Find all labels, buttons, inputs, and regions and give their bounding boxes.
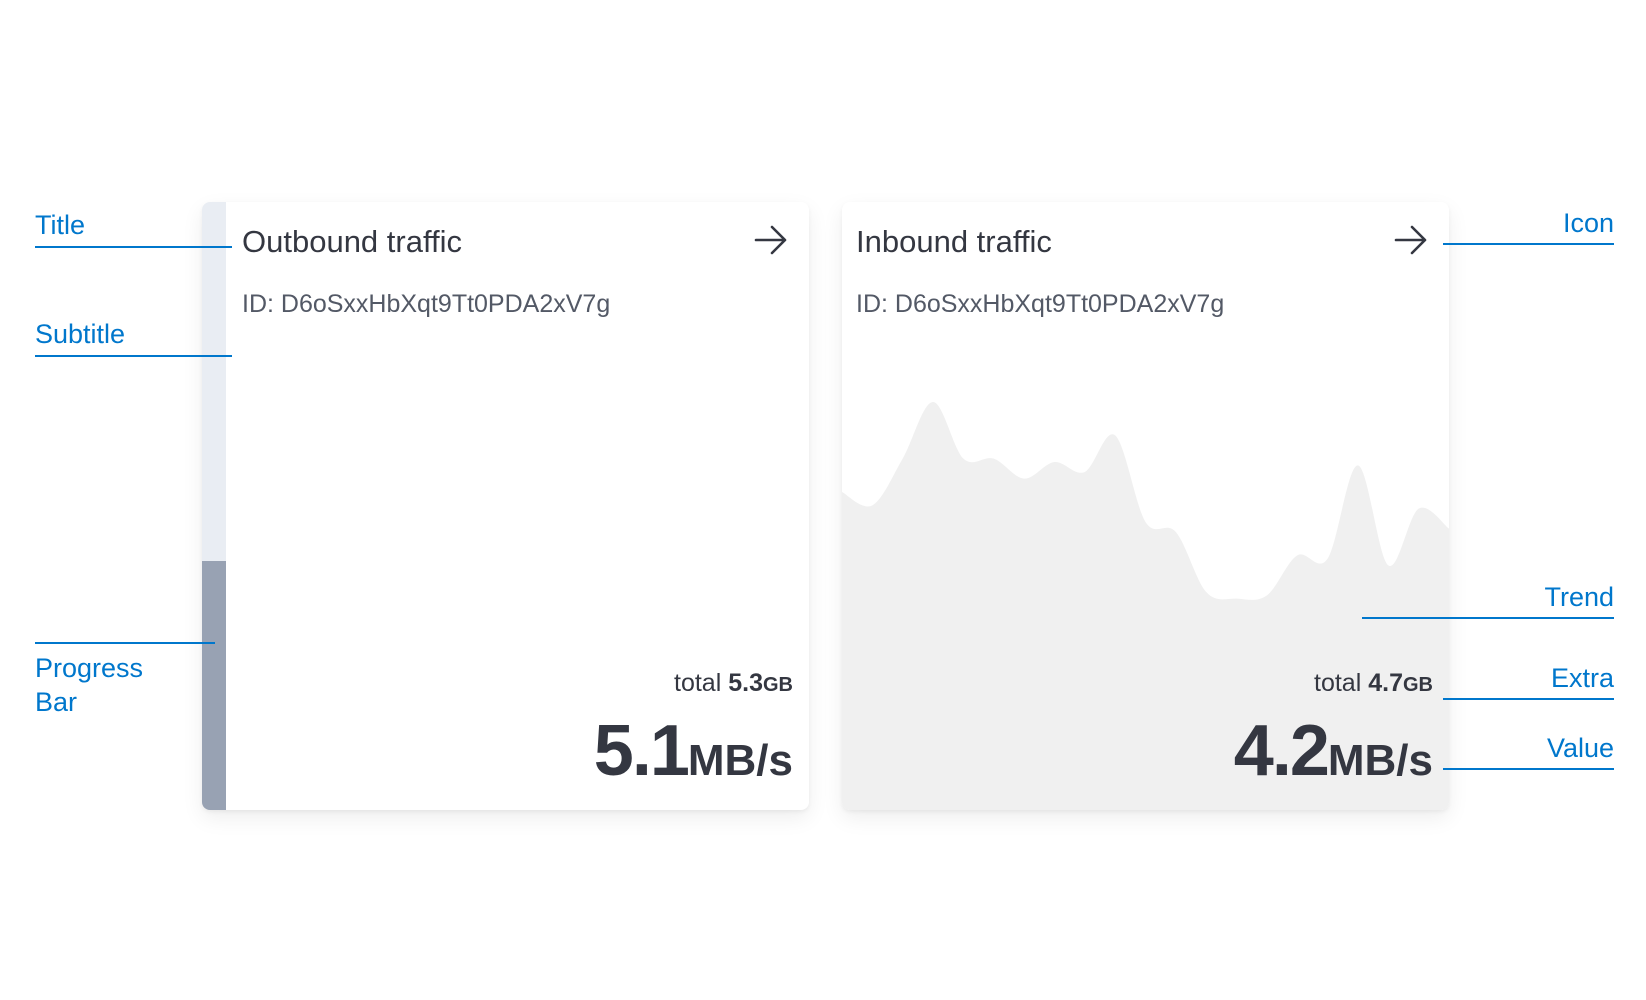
arrow-right-icon[interactable]: [1393, 222, 1429, 258]
trend-area: [842, 402, 1449, 810]
progress-bar-fill: [202, 560, 226, 810]
annotation-extra-line: [1443, 698, 1614, 700]
arrow-right-icon[interactable]: [753, 222, 789, 258]
outbound-traffic-card[interactable]: Outbound traffic ID: D6oSxxHbXqt9Tt0PDA2…: [202, 202, 809, 810]
annotation-title: Title: [35, 210, 86, 240]
card-title: Outbound traffic: [242, 224, 463, 259]
annotation-icon-line: [1443, 243, 1614, 245]
annotation-progress-bar: Progress Bar: [35, 653, 144, 717]
trend-sparkline: [842, 402, 1449, 810]
card-value: 4.2MB/s: [1233, 711, 1433, 791]
annotation-extra: Extra: [1550, 663, 1614, 693]
annotation-progress-line: [35, 642, 215, 644]
card-value: 5.1MB/s: [593, 711, 793, 791]
annotation-trend: Trend: [1544, 582, 1614, 612]
annotation-title-line: [35, 246, 232, 248]
card-title: Inbound traffic: [856, 224, 1052, 259]
annotation-icon: Icon: [1562, 208, 1614, 238]
card-subtitle: ID: D6oSxxHbXqt9Tt0PDA2xV7g: [242, 290, 611, 318]
progress-bar: [202, 202, 226, 810]
annotation-value-line: [1443, 768, 1614, 770]
inbound-traffic-card[interactable]: Inbound traffic ID: D6oSxxHbXqt9Tt0PDA2x…: [842, 202, 1449, 810]
card-subtitle: ID: D6oSxxHbXqt9Tt0PDA2xV7g: [856, 290, 1225, 318]
card-extra: total 4.7GB: [1314, 669, 1433, 697]
annotation-value: Value: [1546, 733, 1614, 763]
annotation-trend-line: [1362, 617, 1614, 619]
annotation-subtitle: Subtitle: [35, 319, 126, 349]
annotation-subtitle-line: [35, 355, 232, 357]
card-extra: total 5.3GB: [674, 669, 793, 697]
